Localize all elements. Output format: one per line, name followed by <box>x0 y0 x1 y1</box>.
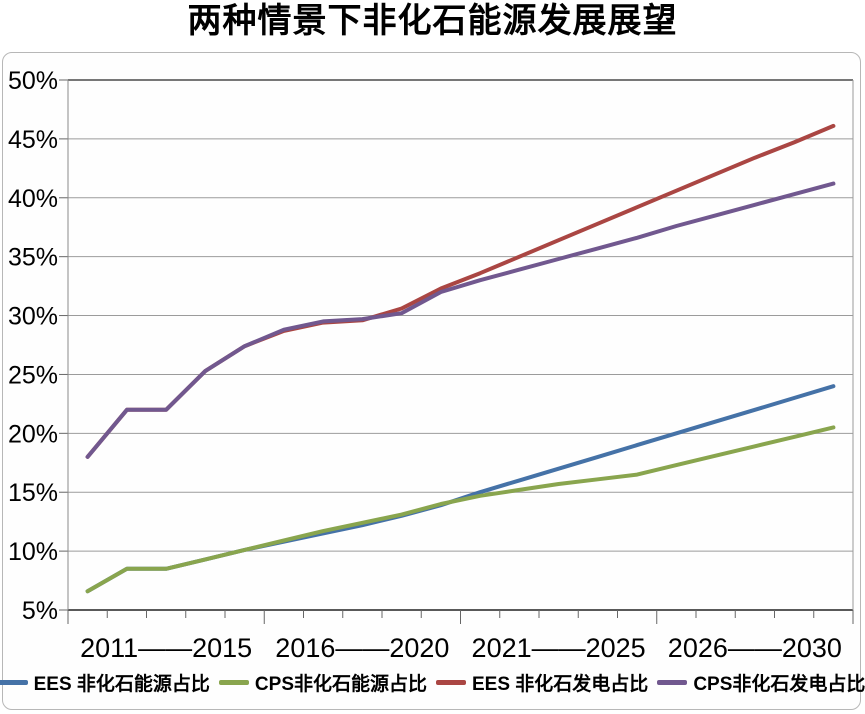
legend-swatch-icon <box>657 679 688 685</box>
x-axis-label: 2021——2025 <box>472 633 646 663</box>
y-tick-label: 5% <box>22 597 58 625</box>
legend-swatch-icon <box>436 679 466 685</box>
legend-swatch-icon <box>0 679 28 685</box>
chart-frame: 50% 45% 40% 35% 30% 25% 20% 15% 10% 5% 2011——2015 2… <box>0 52 865 710</box>
legend-label: EES 非化石能源占比 <box>33 673 210 695</box>
y-tick-label: 45% <box>8 126 58 154</box>
legend-label: CPS非化石能源占比 <box>254 673 427 695</box>
legend-label: EES 非化石发电占比 <box>472 673 649 695</box>
y-tick-label: 40% <box>8 185 58 213</box>
legend-item-3: CPS非化石发电占比 <box>657 669 865 696</box>
plot-area: 50% 45% 40% 35% 30% 25% 20% 15% 10% 5% 2011——2015 2… <box>8 67 854 663</box>
y-tick-label: 20% <box>8 420 58 448</box>
y-tick-label: 15% <box>8 479 58 507</box>
legend-item-0: EES 非化石能源占比 <box>0 669 210 696</box>
legend-swatch-icon <box>218 679 249 685</box>
line-series-1 <box>85 425 836 594</box>
legend-label: CPS非化石发电占比 <box>693 673 865 695</box>
x-axis-label: 2011——2015 <box>80 633 252 663</box>
y-tick-label: 50% <box>8 67 58 95</box>
legend-item-1: CPS非化石能源占比 <box>218 669 427 696</box>
chart-title: 两种情景下非化石能源发展展望 <box>187 2 678 40</box>
legend-item-2: EES 非化石发电占比 <box>436 669 648 696</box>
y-tick-label: 25% <box>8 361 58 389</box>
y-tick-label: 35% <box>8 244 58 272</box>
x-axis-label: 2016——2020 <box>275 633 449 663</box>
y-tick-label: 30% <box>8 303 58 331</box>
line-series-2 <box>85 123 836 459</box>
legend: EES 非化石能源占比 CPS非化石能源占比 EES 非化石发电占比 CPS非化石发电… <box>0 665 865 699</box>
y-tick-label: 10% <box>8 538 58 566</box>
line-series-3 <box>85 181 836 459</box>
x-axis-label: 2026——2030 <box>668 633 842 663</box>
